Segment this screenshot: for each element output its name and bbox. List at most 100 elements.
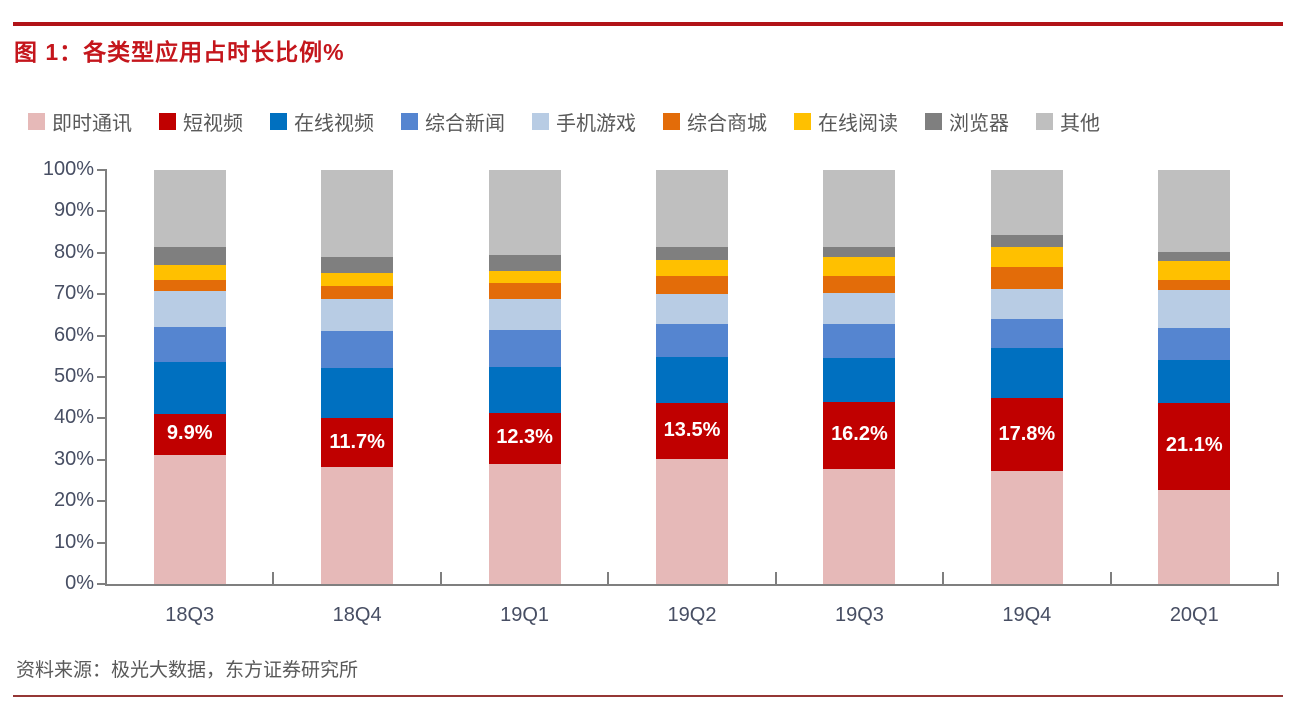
bar-segment-short-video-18Q3: [153, 413, 226, 455]
x-axis-label-19Q4: 19Q4: [1002, 604, 1052, 626]
x-tick: [942, 572, 945, 584]
bar-segment-online-video-19Q1: [488, 367, 561, 413]
y-axis-label: 90%: [53, 199, 94, 222]
legend-item-instant-messaging: 即时通讯: [28, 107, 132, 136]
x-axis-label-18Q3: 18Q3: [165, 604, 215, 626]
x-tick: [1277, 572, 1279, 584]
y-tick: [97, 334, 106, 337]
bar-segment-shopping-mall-20Q1: [1158, 279, 1231, 290]
y-tick: [97, 210, 106, 213]
bar-segment-online-reading-19Q2: [656, 259, 728, 276]
bar-segment-mobile-games-19Q3: [823, 292, 896, 324]
bar-segment-shopping-mall-18Q4: [321, 285, 394, 299]
legend-swatch-online-video: [270, 113, 287, 130]
bar-segment-instant-messaging-19Q4: [990, 471, 1063, 584]
y-axis-label: 100%: [42, 158, 94, 180]
legend-label-browser: 浏览器: [949, 113, 1009, 135]
x-tick: [774, 572, 777, 584]
top-rule: [13, 22, 1283, 26]
bar-segment-online-video-18Q4: [321, 368, 394, 419]
bar-segment-online-reading-20Q1: [1158, 261, 1231, 280]
data-label-18Q4: 11.7%: [329, 430, 385, 453]
bar-segment-instant-messaging-19Q1: [488, 463, 561, 584]
bar-segment-other-19Q4: [990, 170, 1063, 236]
legend-swatch-news: [401, 113, 418, 130]
legend-item-browser: 浏览器: [925, 107, 1009, 136]
y-axis-label: 50%: [53, 365, 94, 387]
bar-segment-mobile-games-19Q2: [656, 294, 728, 324]
legend-item-online-reading: 在线阅读: [794, 107, 898, 136]
bar-segment-mobile-games-19Q4: [990, 288, 1063, 320]
legend-item-shopping-mall: 综合商城: [663, 107, 767, 136]
bar-segment-browser-18Q3: [153, 247, 226, 266]
legend-swatch-instant-messaging: [28, 113, 45, 130]
x-tick: [272, 572, 275, 584]
bar-segment-news-18Q3: [153, 327, 226, 362]
bar-segment-online-video-20Q1: [1158, 359, 1231, 403]
legend-label-short-video: 短视频: [183, 113, 243, 135]
y-axis-label: 40%: [53, 406, 94, 429]
y-axis-label: 30%: [53, 447, 94, 470]
y-axis-label: 10%: [53, 530, 94, 553]
bottom-rule: [13, 695, 1283, 697]
bar-segment-shopping-mall-19Q1: [488, 283, 561, 299]
legend-swatch-short-video: [159, 113, 176, 130]
y-axis-label: 70%: [53, 282, 94, 305]
chart-legend: 即时通讯 短视频 在线视频 综合新闻 手机游戏 综合商城 在线阅读 浏览器 其他: [28, 107, 1278, 136]
bar-segment-online-reading-18Q4: [321, 273, 394, 286]
bar-segment-short-video-19Q3: [823, 401, 896, 469]
bar-segment-news-20Q1: [1158, 328, 1231, 360]
y-axis-label: 80%: [53, 240, 94, 263]
bar-segment-online-reading-19Q1: [488, 270, 561, 283]
bar-segment-browser-18Q4: [321, 256, 394, 274]
y-tick: [97, 376, 106, 378]
bar-segment-other-19Q1: [488, 170, 561, 256]
y-tick: [97, 417, 106, 420]
legend-label-online-video: 在线视频: [294, 113, 374, 135]
legend-swatch-shopping-mall: [663, 113, 680, 130]
data-label-19Q2: 13.5%: [663, 418, 721, 441]
bar-segment-other-18Q4: [321, 170, 394, 257]
bar-segment-mobile-games-18Q4: [321, 298, 394, 332]
bar-segment-online-video-19Q2: [656, 357, 728, 403]
bar-segment-news-19Q1: [488, 330, 561, 368]
legend-label-mobile-games: 手机游戏: [556, 113, 636, 135]
bar-segment-browser-19Q1: [488, 255, 561, 271]
legend-label-news: 综合新闻: [425, 113, 505, 135]
legend-item-other: 其他: [1036, 107, 1100, 136]
bar-segment-instant-messaging-19Q3: [823, 468, 896, 584]
data-label-20Q1: 21.1%: [1165, 434, 1223, 457]
bar-segment-online-video-19Q3: [823, 357, 896, 402]
bar-segment-news-19Q3: [823, 324, 896, 358]
y-tick: [97, 458, 106, 461]
bar-segment-short-video-19Q2: [656, 402, 728, 459]
bar-segment-news-19Q2: [656, 324, 728, 358]
legend-item-online-video: 在线视频: [270, 107, 374, 136]
y-axis-line: [105, 169, 107, 586]
x-axis-line: [105, 584, 1279, 586]
legend-label-online-reading: 在线阅读: [818, 113, 898, 135]
bar-segment-browser-19Q3: [823, 247, 896, 258]
bar-segment-shopping-mall-18Q3: [153, 279, 226, 292]
legend-label-shopping-mall: 综合商城: [687, 113, 767, 135]
bar-segment-short-video-20Q1: [1158, 402, 1231, 490]
y-axis-label: 60%: [53, 323, 94, 346]
bar-segment-mobile-games-18Q3: [153, 291, 226, 328]
bar-segment-other-18Q3: [153, 170, 226, 247]
x-axis-label-18Q4: 18Q4: [332, 604, 382, 626]
x-axis-label-20Q1: 20Q1: [1169, 604, 1219, 626]
bar-segment-online-reading-19Q4: [990, 247, 1063, 268]
bar-segment-news-19Q4: [990, 319, 1063, 349]
x-tick: [1109, 572, 1112, 584]
x-axis-label-19Q2: 19Q2: [667, 604, 717, 626]
x-axis-label-19Q1: 19Q1: [500, 604, 550, 626]
data-label-19Q1: 12.3%: [496, 426, 553, 449]
bar-segment-instant-messaging-18Q3: [153, 454, 226, 584]
bar-segment-news-18Q4: [321, 331, 394, 369]
x-tick: [607, 572, 610, 584]
bar-segment-online-video-19Q4: [990, 348, 1063, 398]
bar-segment-shopping-mall-19Q3: [823, 275, 896, 293]
legend-item-mobile-games: 手机游戏: [532, 107, 636, 136]
x-tick: [439, 572, 442, 584]
